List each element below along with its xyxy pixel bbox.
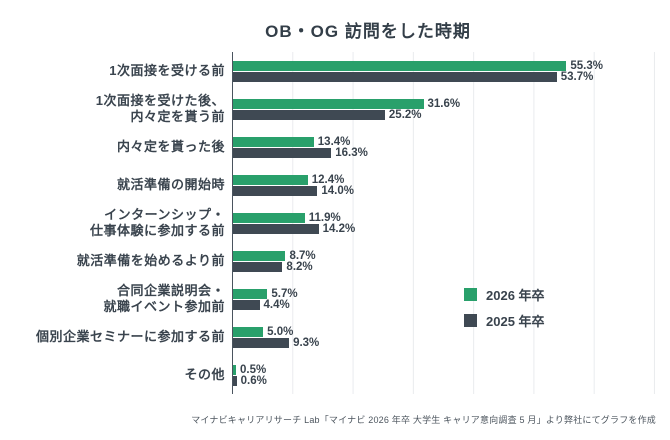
category-label: 合同企業説明会・ 就職イベント参加前 [103, 282, 225, 314]
legend-item-2025: 2025 年卒 [464, 311, 545, 330]
category-label: 1次面接を受けた後、 内々定を貰う前 [95, 92, 225, 124]
value-label: 4.4% [263, 298, 290, 311]
value-label: 53.7% [560, 70, 594, 83]
bar-2025 [233, 185, 318, 196]
bar-2026 [233, 326, 264, 337]
value-label: 14.0% [321, 184, 354, 197]
bar-2025 [233, 299, 260, 310]
category-label: 個別企業セミナーに参加する前 [35, 328, 225, 344]
bar-pair: 12.4% 14.0% [233, 166, 655, 204]
bar-2025 [233, 261, 283, 272]
category-label: 1次面接を受ける前 [109, 62, 225, 78]
bar-2025 [233, 71, 557, 82]
value-label: 16.3% [335, 146, 368, 159]
bar-pair: 8.7% 8.2% [233, 242, 655, 280]
category-label: その他 [184, 366, 225, 382]
bar-2025 [233, 223, 319, 234]
value-label: 9.3% [293, 336, 320, 349]
category-label: インターンシップ・ 仕事体験に参加する前 [89, 206, 225, 238]
bar-2026 [233, 250, 286, 261]
bar-pair: 13.4% 16.3% [233, 128, 655, 166]
category-labels: 1次面接を受ける前 1次面接を受けた後、 内々定を貰う前内々定を貰った後 就活準備の開… [0, 52, 232, 394]
value-label: 12.4% [311, 173, 345, 186]
bar-2026 [233, 288, 268, 299]
bar-2026 [233, 60, 567, 71]
bar-2025 [233, 147, 332, 158]
bar-2026 [233, 98, 424, 109]
value-label: 8.7% [289, 249, 316, 262]
bar-2025 [233, 375, 237, 386]
legend-swatch-2026 [464, 288, 477, 301]
value-label: 25.2% [388, 108, 422, 121]
bar-pair: 11.9% 14.2% [233, 204, 655, 242]
chart-title: OB・OG 訪問をした時期 [265, 22, 471, 41]
value-label: 8.2% [286, 260, 313, 273]
bar-2026 [233, 174, 308, 185]
bar-2026 [233, 136, 314, 147]
bar-2026 [233, 212, 305, 223]
plot-area: 55.3% 53.7% 31.6% 25.2% 13.4% 16.3% 12.4% 14.0%… [232, 52, 655, 394]
bar-2025 [233, 337, 290, 348]
category-label: 就活準備の開始時 [116, 176, 225, 192]
value-label: 14.2% [322, 222, 356, 235]
bar-pair: 55.3% 53.7% [233, 52, 655, 90]
value-label: 31.6% [427, 97, 461, 110]
bar-pair: 0.5% 0.6% [233, 356, 655, 394]
bar-chart: 1次面接を受ける前 1次面接を受けた後、 内々定を貰う前内々定を貰った後 就活準備の開… [0, 52, 655, 394]
value-label: 5.7% [271, 287, 298, 300]
source-note: マイナビキャリアリサーチ Lab「マイナビ 2026 年卒 大学生 キャリア意向… [191, 415, 656, 425]
value-label: 5.0% [267, 325, 294, 338]
bar-pair: 5.0% 9.3% [233, 318, 655, 356]
value-label: 13.4% [317, 135, 351, 148]
legend-label-2025: 2025 年卒 [486, 314, 545, 329]
bar-pair: 31.6% 25.2% [233, 90, 655, 128]
category-label: 就活準備を始めるより前 [76, 252, 225, 268]
bar-2026 [233, 364, 236, 375]
bar-pair: 5.7% 4.4% [233, 280, 655, 318]
value-label: 0.5% [240, 363, 267, 376]
legend-swatch-2025 [464, 314, 477, 327]
value-label: 55.3% [570, 59, 603, 72]
legend: 2026 年卒 2025 年卒 [464, 285, 545, 330]
value-label: 11.9% [308, 211, 341, 224]
bar-2025 [233, 109, 385, 120]
category-label: 内々定を貰った後 [116, 138, 225, 154]
legend-item-2026: 2026 年卒 [464, 285, 545, 304]
legend-label-2026: 2026 年卒 [486, 288, 545, 303]
value-label: 0.6% [240, 374, 267, 387]
